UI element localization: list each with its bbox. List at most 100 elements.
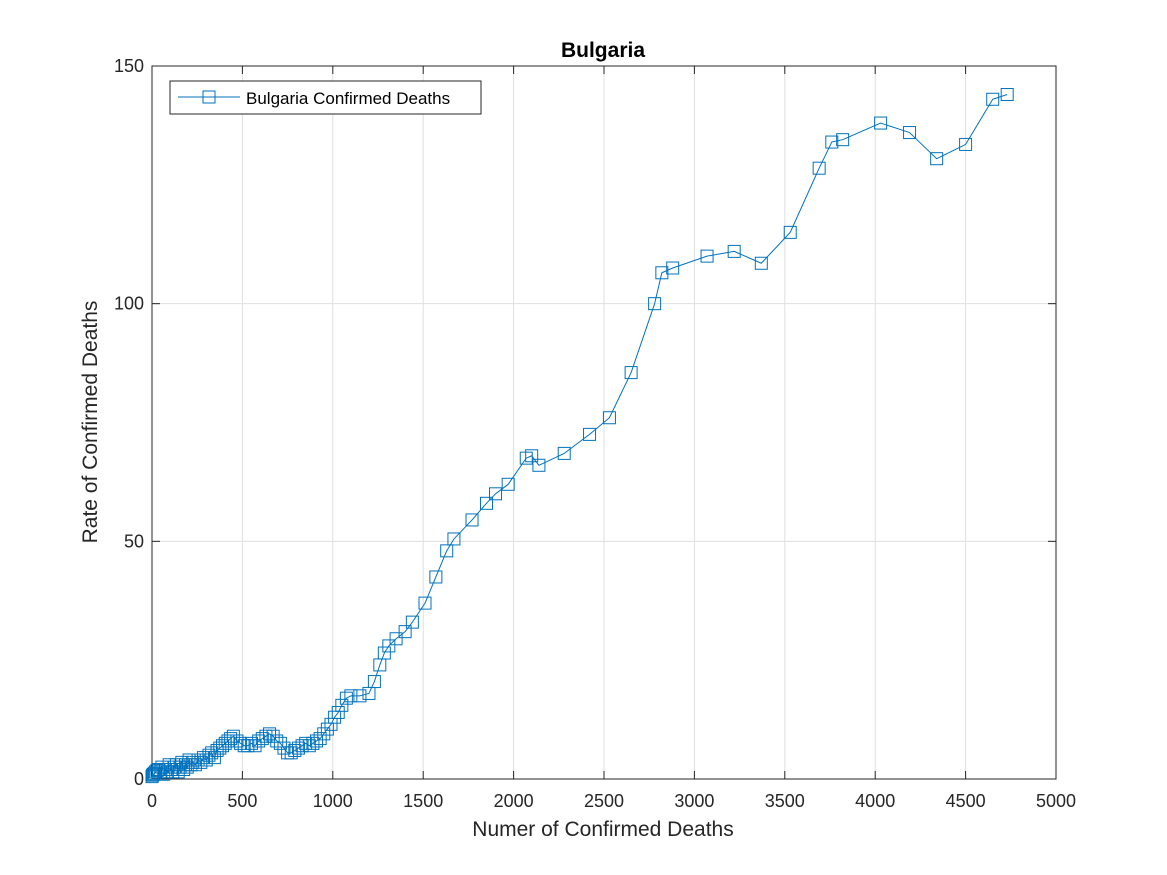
data-point-marker	[812, 161, 826, 175]
grid	[152, 66, 1056, 779]
data-point-marker	[216, 739, 230, 753]
chart-title: Bulgaria	[561, 39, 645, 62]
x-tick-label: 1000	[313, 791, 353, 811]
x-tick-label: 2000	[494, 791, 534, 811]
data-point-marker	[754, 256, 768, 270]
data-point-marker	[226, 729, 240, 743]
data-point-marker	[331, 705, 345, 719]
data-point-marker	[169, 758, 183, 772]
data-point-marker	[194, 755, 208, 769]
data-point-marker	[244, 736, 258, 750]
data-point-marker	[295, 739, 309, 753]
data-point-marker	[306, 736, 320, 750]
data-point-marker	[489, 487, 503, 501]
data-point-marker	[263, 727, 277, 741]
data-point-marker	[986, 92, 1000, 106]
x-tick-label: 2500	[584, 791, 624, 811]
data-point-marker	[164, 762, 178, 776]
data-point-marker	[157, 767, 171, 781]
data-point-marker	[291, 741, 305, 755]
data-point-marker	[175, 755, 189, 769]
data-point-marker	[930, 152, 944, 166]
data-point-marker	[255, 732, 269, 746]
data-point-marker	[367, 675, 381, 689]
x-tick-label: 5000	[1036, 791, 1076, 811]
data-point-marker	[288, 743, 302, 757]
data-point-marker	[418, 596, 432, 610]
x-tick-label: 1500	[403, 791, 443, 811]
data-point-marker	[202, 748, 216, 762]
data-point-marker	[874, 116, 888, 130]
data-point-marker	[252, 734, 266, 748]
data-point-marker	[277, 741, 291, 755]
data-point-marker	[353, 689, 367, 703]
data-point-marker	[382, 639, 396, 653]
data-point-marker	[398, 625, 412, 639]
data-point-marker	[447, 532, 461, 546]
data-point-marker	[836, 133, 850, 147]
data-point-marker	[213, 741, 227, 755]
x-tick-label: 4000	[855, 791, 895, 811]
data-point-marker	[266, 729, 280, 743]
data-point-marker	[199, 753, 213, 767]
data-point-marker	[188, 758, 202, 772]
data-point-marker	[205, 746, 219, 760]
data-point-marker	[648, 297, 662, 311]
data-point-marker	[727, 244, 741, 258]
data-point-marker	[299, 736, 313, 750]
data-point-marker	[310, 734, 324, 748]
data-point-marker	[389, 632, 403, 646]
data-point-marker	[825, 135, 839, 149]
data-point-marker	[519, 451, 533, 465]
y-tick-label: 0	[134, 769, 144, 789]
x-tick-label: 3500	[765, 791, 805, 811]
data-point-marker	[248, 739, 262, 753]
data-point-marker	[324, 717, 338, 731]
data-point-marker	[241, 739, 255, 753]
x-tick-label: 0	[147, 791, 157, 811]
data-point-marker	[210, 743, 224, 757]
data-point-marker	[317, 727, 331, 741]
data-point-marker	[328, 710, 342, 724]
data-point-marker	[153, 765, 167, 779]
data-point-marker	[501, 477, 515, 491]
data-point-marker	[186, 755, 200, 769]
data-point-marker	[465, 513, 479, 527]
data-point-marker	[207, 751, 221, 765]
data-point-marker	[666, 261, 680, 275]
data-point-marker	[270, 734, 284, 748]
x-tick-label: 500	[227, 791, 257, 811]
x-tick-label: 4500	[946, 791, 986, 811]
data-point-marker	[557, 446, 571, 460]
data-point-marker	[284, 746, 298, 760]
y-axis-label: Rate of Confirmed Deaths	[79, 301, 102, 544]
data-point-marker	[259, 729, 273, 743]
legend-marker-swatch	[202, 90, 216, 104]
data-point-marker	[344, 689, 358, 703]
data-point-marker	[1000, 88, 1014, 102]
data-point-marker	[700, 249, 714, 263]
data-point-marker	[273, 736, 287, 750]
data-point-marker	[532, 458, 546, 472]
data-point-marker	[405, 615, 419, 629]
data-point-marker	[377, 646, 391, 660]
data-point-marker	[583, 427, 597, 441]
data-point-marker	[339, 691, 353, 705]
data-point-marker	[959, 137, 973, 151]
data-point-marker	[313, 732, 327, 746]
data-point-marker	[525, 449, 539, 463]
data-point-marker	[655, 266, 669, 280]
x-axis-label: Numer of Confirmed Deaths	[472, 818, 733, 841]
data-point-marker	[180, 760, 194, 774]
x-tick-label: 3000	[674, 791, 714, 811]
legend-label: Bulgaria Confirmed Deaths	[246, 89, 450, 108]
data-point-marker	[320, 722, 334, 736]
data-point-marker	[440, 544, 454, 558]
data-point-marker	[221, 734, 235, 748]
data-point-marker	[162, 758, 176, 772]
data-point-marker	[624, 366, 638, 380]
data-point-marker	[191, 753, 205, 767]
y-tick-label: 50	[124, 531, 144, 551]
data-point-marker	[171, 765, 185, 779]
